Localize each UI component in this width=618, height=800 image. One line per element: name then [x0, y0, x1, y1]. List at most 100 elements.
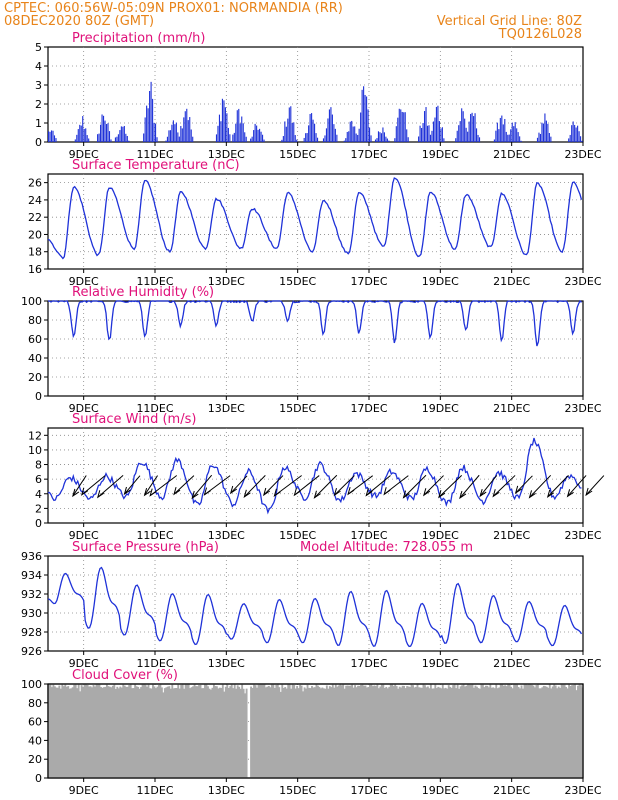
- cloud-bar: [386, 688, 389, 778]
- x-tick-label: 21DEC: [493, 402, 530, 415]
- precip-bar: [224, 107, 226, 142]
- cloud-bar: [560, 684, 563, 778]
- precip-bar: [464, 118, 466, 142]
- precip-bar: [74, 139, 76, 142]
- cloud-bar: [388, 686, 391, 778]
- cloud-bar: [529, 684, 532, 778]
- precip-bar: [117, 134, 119, 142]
- precip-bar: [517, 132, 519, 142]
- cloud-bar: [572, 684, 575, 778]
- precip-bar: [53, 135, 56, 142]
- cloud-bar: [242, 688, 245, 778]
- cloud-bar: [79, 691, 82, 778]
- precip-bar: [48, 131, 50, 142]
- cloud-bar: [48, 684, 50, 778]
- header-location: CPTEC: 060:56W-05:09N PROX01: NORMANDIA …: [4, 1, 343, 16]
- cloud-bar: [551, 686, 554, 778]
- cloud-bar: [205, 684, 208, 778]
- cloud-bar: [168, 686, 171, 778]
- x-tick-label: 9DEC: [69, 529, 99, 542]
- cloud-bar: [465, 685, 468, 778]
- cloud-bar: [65, 686, 68, 778]
- cloud-bar: [201, 688, 203, 778]
- precip-bar: [394, 138, 396, 142]
- precip-bar: [190, 129, 192, 142]
- precip-bar: [256, 125, 258, 142]
- cloud-bar: [297, 688, 300, 778]
- precip-bar: [422, 123, 424, 142]
- cloud-bar: [349, 685, 352, 778]
- panel-subtitle: Model Altitude: 728.055 m: [300, 540, 473, 555]
- wind-arrow: [144, 475, 158, 496]
- cloud-bar: [351, 684, 354, 778]
- cloud-bar: [102, 687, 105, 778]
- precip-bar: [536, 137, 539, 142]
- cloud-bar: [367, 686, 370, 778]
- cloud-bar: [269, 687, 272, 778]
- cloud-bar: [85, 684, 88, 778]
- cloud-bar: [175, 688, 178, 778]
- cloud-bar: [370, 684, 373, 778]
- cloud-bar: [364, 685, 367, 778]
- y-tick-label: 40: [28, 352, 42, 365]
- cloud-bar: [184, 684, 187, 778]
- cloud-bar: [319, 688, 322, 778]
- precip-bar: [334, 128, 336, 142]
- cloud-bar: [484, 685, 487, 778]
- cloud-bar: [545, 686, 548, 778]
- precip-bar: [376, 138, 378, 142]
- cloud-bar: [432, 688, 435, 778]
- cloud-bar: [98, 684, 101, 778]
- cloud-bar: [163, 688, 166, 778]
- precip-bar: [254, 123, 256, 142]
- cloud-bar: [279, 691, 282, 778]
- precip-bar: [174, 124, 176, 142]
- cloud-bar: [62, 686, 65, 778]
- cloud-bar: [281, 684, 284, 778]
- y-tick-label: 0: [35, 136, 42, 149]
- cloud-bar: [293, 685, 296, 778]
- cloud-bar: [348, 685, 351, 778]
- cloud-bar: [117, 688, 120, 778]
- cloud-bar: [125, 686, 128, 778]
- precip-bar: [239, 123, 241, 142]
- cloud-bar: [70, 688, 73, 778]
- precip-bar: [400, 109, 402, 142]
- panel-title: Surface Temperature (nC): [72, 158, 240, 173]
- panel-pressure: 926 928 930 932 934 936 9DEC 11DEC 13DEC 15DEC 17D…: [21, 540, 602, 670]
- precip-bar: [574, 124, 576, 142]
- cloud-bar: [278, 687, 281, 778]
- wind-arrow-head: [422, 488, 431, 497]
- cloud-bar: [382, 684, 385, 778]
- precip-bar: [461, 108, 463, 142]
- cloud-bar: [147, 684, 150, 778]
- panel-frame: [47, 300, 584, 397]
- precip-bar: [434, 117, 436, 142]
- cloud-bar: [241, 684, 244, 778]
- cloud-bar: [192, 686, 195, 778]
- cloud-bar: [113, 684, 116, 778]
- cloud-bar: [217, 688, 220, 778]
- cloud-bar: [431, 688, 434, 778]
- cloud-bar: [505, 686, 508, 778]
- precip-bar: [441, 127, 443, 142]
- cloud-bar: [199, 684, 202, 778]
- x-tick-label: 19DEC: [422, 784, 459, 797]
- cloud-bar: [334, 684, 337, 778]
- x-tick-label: 19DEC: [422, 657, 459, 670]
- precip-bar: [282, 136, 284, 142]
- cloud-bar: [374, 686, 377, 778]
- cloud-bar: [198, 685, 200, 778]
- cloud-bar: [83, 684, 86, 778]
- cloud-bar: [422, 684, 425, 778]
- cloud-bar: [239, 688, 242, 778]
- cloud-bar: [508, 684, 511, 778]
- cloud-bar: [82, 686, 85, 778]
- cloud-bar: [104, 686, 107, 778]
- precip-bar: [336, 134, 338, 142]
- cloud-bar: [467, 684, 469, 778]
- precip-bar: [215, 134, 218, 142]
- precip-bar: [52, 130, 54, 142]
- precip-bar: [327, 118, 329, 142]
- precip-bar: [98, 133, 100, 142]
